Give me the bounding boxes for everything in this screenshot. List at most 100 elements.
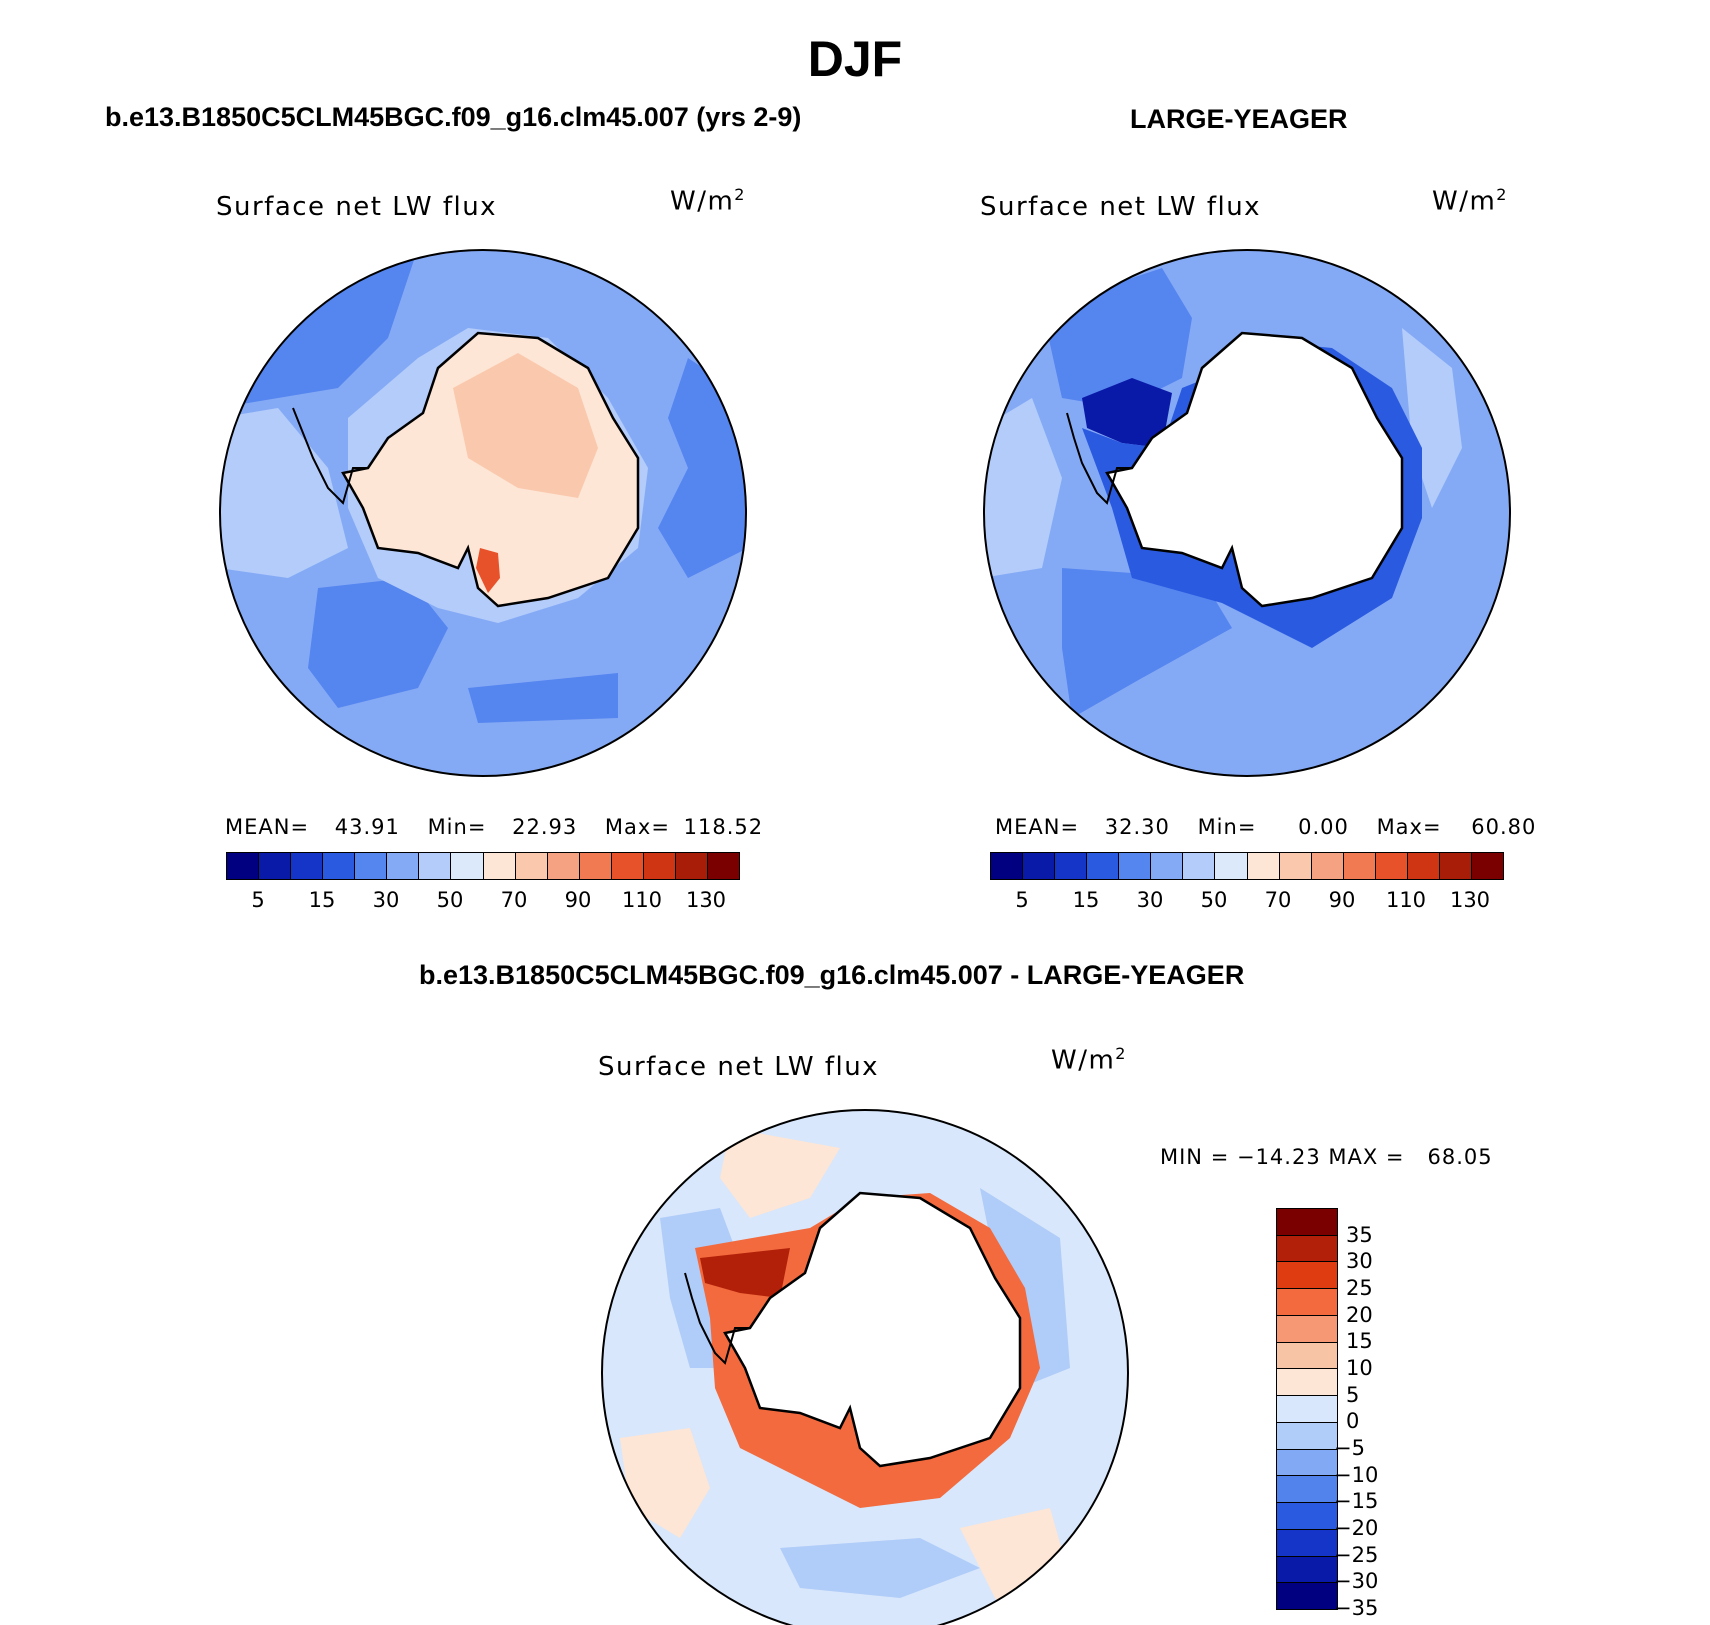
panel-2-max-value: 60.80 xyxy=(1471,815,1537,839)
colorbar-swatch xyxy=(1119,853,1152,879)
colorbar-tick-label: −15 xyxy=(1334,1489,1379,1514)
panel-3-colorbar xyxy=(1276,1208,1338,1610)
panel-1-interior-warm xyxy=(453,353,598,498)
colorbar-tick-label: 25 xyxy=(1346,1276,1373,1300)
colorbar-swatch xyxy=(1023,853,1056,879)
colorbar-tick-label: 20 xyxy=(1346,1302,1373,1327)
panel-2-ocean-dark-south xyxy=(1062,568,1232,718)
colorbar-swatch xyxy=(1215,853,1248,879)
panel-1-stats: MEAN= 43.91 Min= 22.93 Max= 118.52 xyxy=(225,815,763,839)
colorbar-swatch xyxy=(1277,1396,1337,1423)
panel-3-warm-patch-1 xyxy=(720,1128,840,1218)
figure-title: DJF xyxy=(807,31,903,87)
colorbar-swatch xyxy=(1439,853,1472,879)
colorbar-tick-label: 50 xyxy=(436,888,464,912)
colorbar-swatch xyxy=(1055,853,1088,879)
colorbar-swatch xyxy=(1277,1529,1337,1557)
colorbar-tick-label: 50 xyxy=(1200,888,1228,912)
colorbar-swatch xyxy=(1375,853,1408,879)
panel-3-colorbar-ticks: 35 30 25 20 15 10 5 0 −5 −10 −15 −20 −25 −30 −35 xyxy=(1334,1208,1426,1620)
colorbar-swatch xyxy=(291,853,324,879)
colorbar-swatch xyxy=(323,853,356,879)
colorbar-swatch xyxy=(1277,1583,1337,1610)
panel-3-title: b.e13.B1850C5CLM45BGC.f09_g16.clm45.007 … xyxy=(419,960,1245,990)
panel-2-stats: MEAN= 32.30 Min= 0.00 Max= 60.80 xyxy=(995,815,1536,839)
panel-2-min-value: 0.00 xyxy=(1298,815,1349,839)
colorbar-swatch xyxy=(483,853,516,879)
panel-1-colorbar xyxy=(226,852,740,880)
colorbar-tick-label: −25 xyxy=(1334,1542,1379,1567)
colorbar-tick-label: 30 xyxy=(372,888,400,912)
panel-2-units-base: W/m xyxy=(1432,186,1497,217)
panel-2-ocean-light-1 xyxy=(984,398,1062,578)
panel-3-coastal-red xyxy=(700,1248,790,1298)
colorbar-swatch xyxy=(1277,1235,1337,1263)
colorbar-swatch xyxy=(1407,853,1440,879)
colorbar-tick-label: −20 xyxy=(1334,1516,1379,1540)
panel-3-units: W/m2 xyxy=(1051,1044,1127,1076)
colorbar-swatch xyxy=(1277,1556,1337,1584)
panel-1-min-value: 22.93 xyxy=(512,815,578,839)
colorbar-tick-label: 30 xyxy=(1346,1249,1373,1274)
colorbar-swatch xyxy=(1277,1342,1337,1370)
colorbar-tick-label: 15 xyxy=(1346,1329,1373,1354)
colorbar-swatch xyxy=(259,853,292,879)
panel-1-title: b.e13.B1850C5CLM45BGC.f09_g16.clm45.007 … xyxy=(105,102,802,132)
colorbar-tick-label: 15 xyxy=(308,888,336,912)
panel-1-variable-label: Surface net LW flux xyxy=(216,192,498,222)
colorbar-swatch xyxy=(991,853,1024,879)
colorbar-swatch xyxy=(1277,1262,1337,1290)
panel-1-colorbar-ticks: 5 15 30 50 70 90 110 130 xyxy=(226,888,738,914)
colorbar-tick-label: 35 xyxy=(1346,1222,1373,1247)
panel-2-variable-label: Surface net LW flux xyxy=(980,192,1262,222)
colorbar-tick-label: 90 xyxy=(1328,888,1356,912)
colorbar-tick-label: 70 xyxy=(1264,888,1292,912)
panel-2-antarctica xyxy=(1105,331,1404,608)
panel-2-units-exp: 2 xyxy=(1496,185,1508,204)
colorbar-tick-label: −5 xyxy=(1334,1436,1365,1460)
panel-2-mean-label: MEAN= xyxy=(995,815,1080,839)
colorbar-swatch xyxy=(515,853,548,879)
panel-3-antarctica xyxy=(723,1191,1022,1468)
colorbar-swatch xyxy=(643,853,676,879)
colorbar-swatch xyxy=(707,853,739,879)
panel-2-deep-blue-patch xyxy=(1082,378,1172,448)
panel-1-max-label: Max= xyxy=(604,815,670,839)
colorbar-tick-label: 110 xyxy=(621,888,663,912)
colorbar-tick-label: 15 xyxy=(1072,888,1100,912)
colorbar-swatch xyxy=(1311,853,1344,879)
panel-3-peninsula xyxy=(684,1272,750,1365)
colorbar-tick-label: 30 xyxy=(1136,888,1164,912)
colorbar-swatch xyxy=(611,853,644,879)
colorbar-swatch xyxy=(1277,1476,1337,1504)
colorbar-swatch xyxy=(1277,1449,1337,1477)
panel-2-min-label: Min= xyxy=(1197,815,1257,839)
colorbar-tick-label: 5 xyxy=(1346,1382,1360,1407)
panel-2-units: W/m2 xyxy=(1432,185,1508,217)
colorbar-tick-label: 110 xyxy=(1385,888,1427,912)
colorbar-tick-label: 130 xyxy=(685,888,727,912)
colorbar-swatch xyxy=(1087,853,1120,879)
panel-2-colorbar-ticks: 5 15 30 50 70 90 110 130 xyxy=(990,888,1502,914)
panel-3-cool-band-3 xyxy=(780,1538,980,1598)
colorbar-swatch xyxy=(675,853,708,879)
colorbar-swatch xyxy=(227,853,260,879)
colorbar-swatch xyxy=(1277,1315,1337,1343)
colorbar-swatch xyxy=(1247,853,1280,879)
panel-1-ocean-light-west xyxy=(220,408,348,578)
colorbar-swatch xyxy=(1277,1369,1337,1397)
panel-1-peninsula xyxy=(292,407,368,505)
panel-3-variable-label: Surface net LW flux xyxy=(598,1052,880,1082)
colorbar-swatch xyxy=(1343,853,1376,879)
colorbar-swatch xyxy=(1277,1289,1337,1316)
colorbar-tick-label: −30 xyxy=(1334,1569,1379,1594)
panel-1-warm-spot xyxy=(476,548,500,593)
panel-2-max-label: Max= xyxy=(1376,815,1442,839)
panel-3-units-exp: 2 xyxy=(1115,1044,1127,1063)
colorbar-tick-label: 10 xyxy=(1346,1356,1373,1380)
panel-3-units-base: W/m xyxy=(1051,1045,1116,1076)
panel-3-map xyxy=(601,1109,1129,1625)
colorbar-tick-label: 5 xyxy=(251,888,265,912)
colorbar-tick-label: −35 xyxy=(1334,1596,1379,1620)
panel-2-colorbar xyxy=(990,852,1504,880)
